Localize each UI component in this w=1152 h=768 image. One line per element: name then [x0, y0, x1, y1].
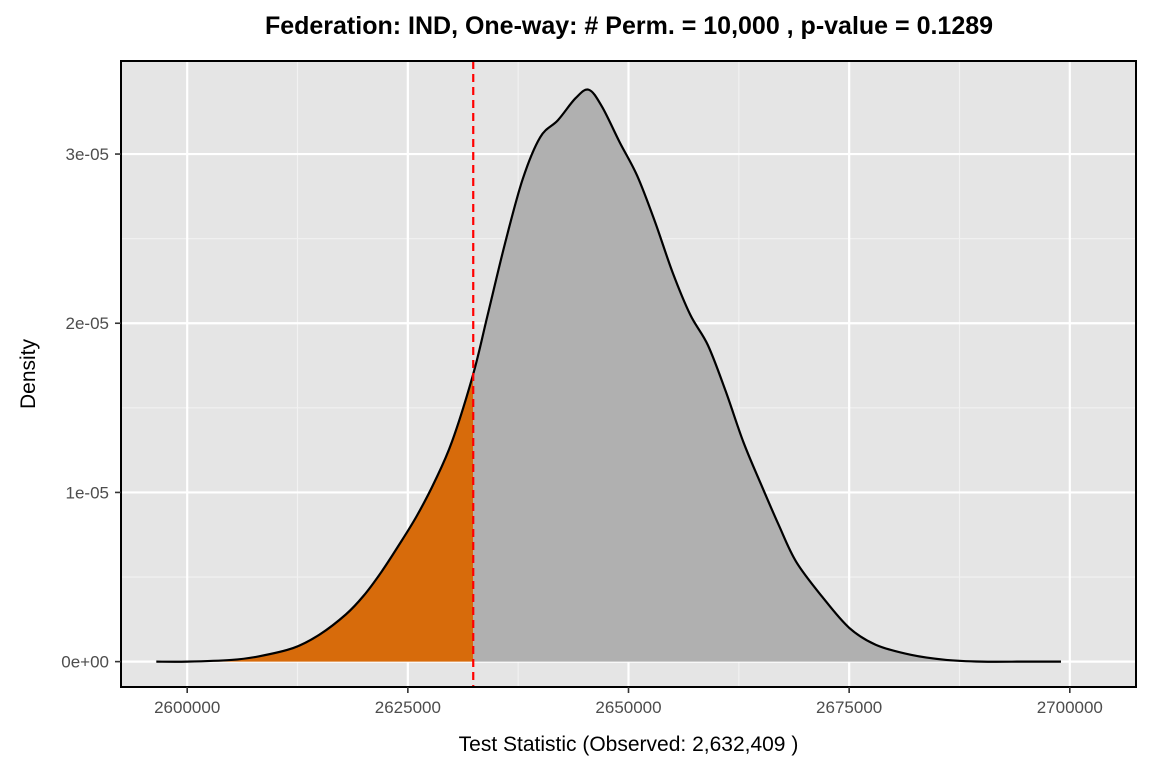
x-tick-label: 2625000 — [375, 698, 441, 717]
x-tick-label: 2600000 — [154, 698, 220, 717]
distribution-area — [473, 89, 1061, 662]
y-axis-title: Density — [17, 338, 40, 409]
y-tick-label: 0e+00 — [61, 653, 109, 672]
density-curve — [156, 88, 1061, 663]
x-axis-title: Test Statistic (Observed: 2,632,409 ) — [459, 733, 799, 756]
y-tick-label: 2e-05 — [66, 314, 109, 333]
x-axis: 2600000 2625000 2650000 2675000 2700000 — [154, 687, 1103, 717]
x-tick-label: 2675000 — [816, 698, 882, 717]
y-tick-label: 1e-05 — [66, 483, 109, 502]
x-tick-label: 2650000 — [595, 698, 661, 717]
x-tick-label: 2700000 — [1037, 698, 1103, 717]
left-tail-area — [156, 374, 474, 662]
y-axis: 0e+00 1e-05 2e-05 3e-05 — [61, 145, 121, 672]
y-tick-label: 3e-05 — [66, 145, 109, 164]
chart-title: Federation: IND, One-way: # Perm. = 10,0… — [264, 12, 994, 40]
